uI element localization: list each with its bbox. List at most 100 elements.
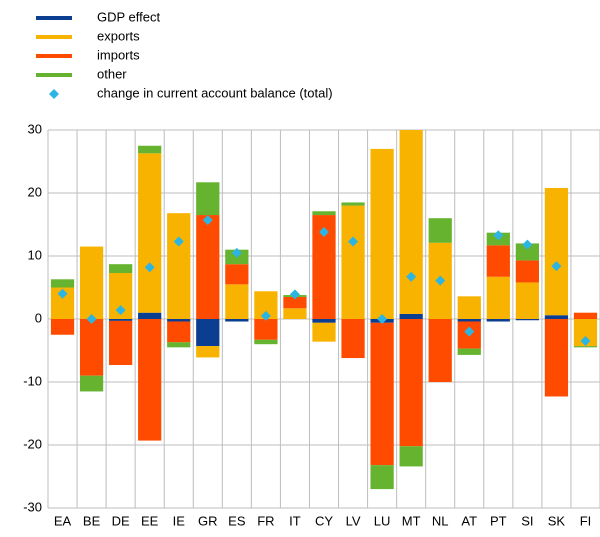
overlay: GDP effect exports imports other change in c… (23, 9, 591, 528)
x-tick-label: AT (461, 513, 477, 528)
bar (312, 319, 336, 323)
bar (167, 319, 191, 322)
bar (79, 375, 104, 392)
legend-label: change in current account balance (total… (97, 85, 333, 100)
legend-label: exports (97, 28, 140, 43)
bar (457, 319, 481, 322)
legend-label: GDP effect (97, 9, 160, 24)
x-tick-label: CY (315, 513, 333, 528)
x-tick-label: IE (173, 513, 186, 528)
bar (225, 284, 249, 319)
total-marker (377, 314, 388, 324)
y-tick-label: 0 (35, 310, 42, 325)
y-tick-label: 30 (28, 121, 42, 136)
bar (50, 319, 75, 335)
bar (544, 315, 569, 319)
total-marker (231, 247, 242, 258)
bar (50, 279, 75, 288)
bar (399, 446, 423, 467)
bar (283, 296, 307, 309)
bar (457, 296, 481, 319)
x-tick-label: EA (54, 513, 72, 528)
bar (109, 273, 133, 319)
bar (196, 319, 220, 347)
x-tick-label: FI (580, 513, 592, 528)
bar (225, 264, 249, 285)
total-marker (202, 215, 213, 226)
bar (254, 339, 278, 345)
bar (254, 291, 278, 319)
total-marker (57, 288, 68, 299)
bar (283, 308, 307, 319)
bar (573, 312, 598, 319)
bar (138, 153, 162, 313)
bar (573, 346, 598, 348)
legend-swatch (49, 89, 59, 99)
x-tick-label: DE (112, 513, 130, 528)
bar (486, 245, 510, 277)
bar (79, 246, 104, 319)
bar (341, 319, 365, 359)
legend-label: imports (97, 47, 140, 62)
bar (515, 260, 539, 283)
bar (544, 319, 569, 397)
total-marker (464, 326, 475, 337)
bars (50, 130, 598, 490)
x-tick-label: IT (289, 513, 301, 528)
bar (399, 313, 423, 319)
bar (370, 148, 394, 319)
bar (50, 287, 75, 319)
total-marker (435, 275, 446, 286)
total-marker (319, 227, 329, 238)
bar (312, 322, 336, 342)
bar (515, 282, 539, 319)
x-tick-label: PT (490, 513, 507, 528)
bar (399, 319, 423, 447)
bar (457, 348, 481, 355)
total-marker (522, 239, 533, 250)
bar (196, 215, 220, 319)
total-marker (348, 236, 359, 247)
bar (544, 187, 569, 316)
bar (341, 205, 365, 319)
x-tick-label: ES (228, 513, 246, 528)
total-marker (173, 236, 184, 247)
x-tick-label: EE (141, 513, 159, 528)
x-tick-label: MT (402, 513, 421, 528)
bar (515, 319, 539, 321)
legend-label: other (97, 66, 127, 81)
x-tick-label: SI (521, 513, 533, 528)
bar (370, 465, 394, 490)
total-marker (289, 289, 300, 300)
bar (109, 264, 133, 274)
bar (196, 346, 220, 358)
bar (399, 130, 423, 314)
total-marker (551, 261, 562, 272)
bar (196, 182, 220, 216)
bar (79, 319, 104, 376)
bar (109, 320, 133, 365)
bar (370, 322, 394, 466)
x-tick-label: FR (257, 513, 274, 528)
x-tick-label: NL (432, 513, 449, 528)
total-marker (260, 310, 271, 321)
bar (573, 319, 598, 347)
bar (167, 213, 191, 319)
total-marker (406, 271, 417, 282)
total-marker (86, 314, 97, 324)
bar (225, 319, 249, 322)
bar (167, 321, 191, 343)
total-marker (115, 305, 126, 316)
y-tick-label: 20 (28, 184, 42, 199)
x-tick-label: SK (548, 513, 566, 528)
total-marker (580, 336, 591, 347)
x-tick-label: GR (198, 513, 218, 528)
y-tick-label: -30 (23, 499, 42, 514)
x-tick-label: LV (346, 513, 361, 528)
bar (254, 319, 278, 340)
total-marker (493, 230, 504, 241)
total-marker (144, 262, 155, 273)
x-tick-label: LU (374, 513, 391, 528)
bar (138, 145, 162, 154)
